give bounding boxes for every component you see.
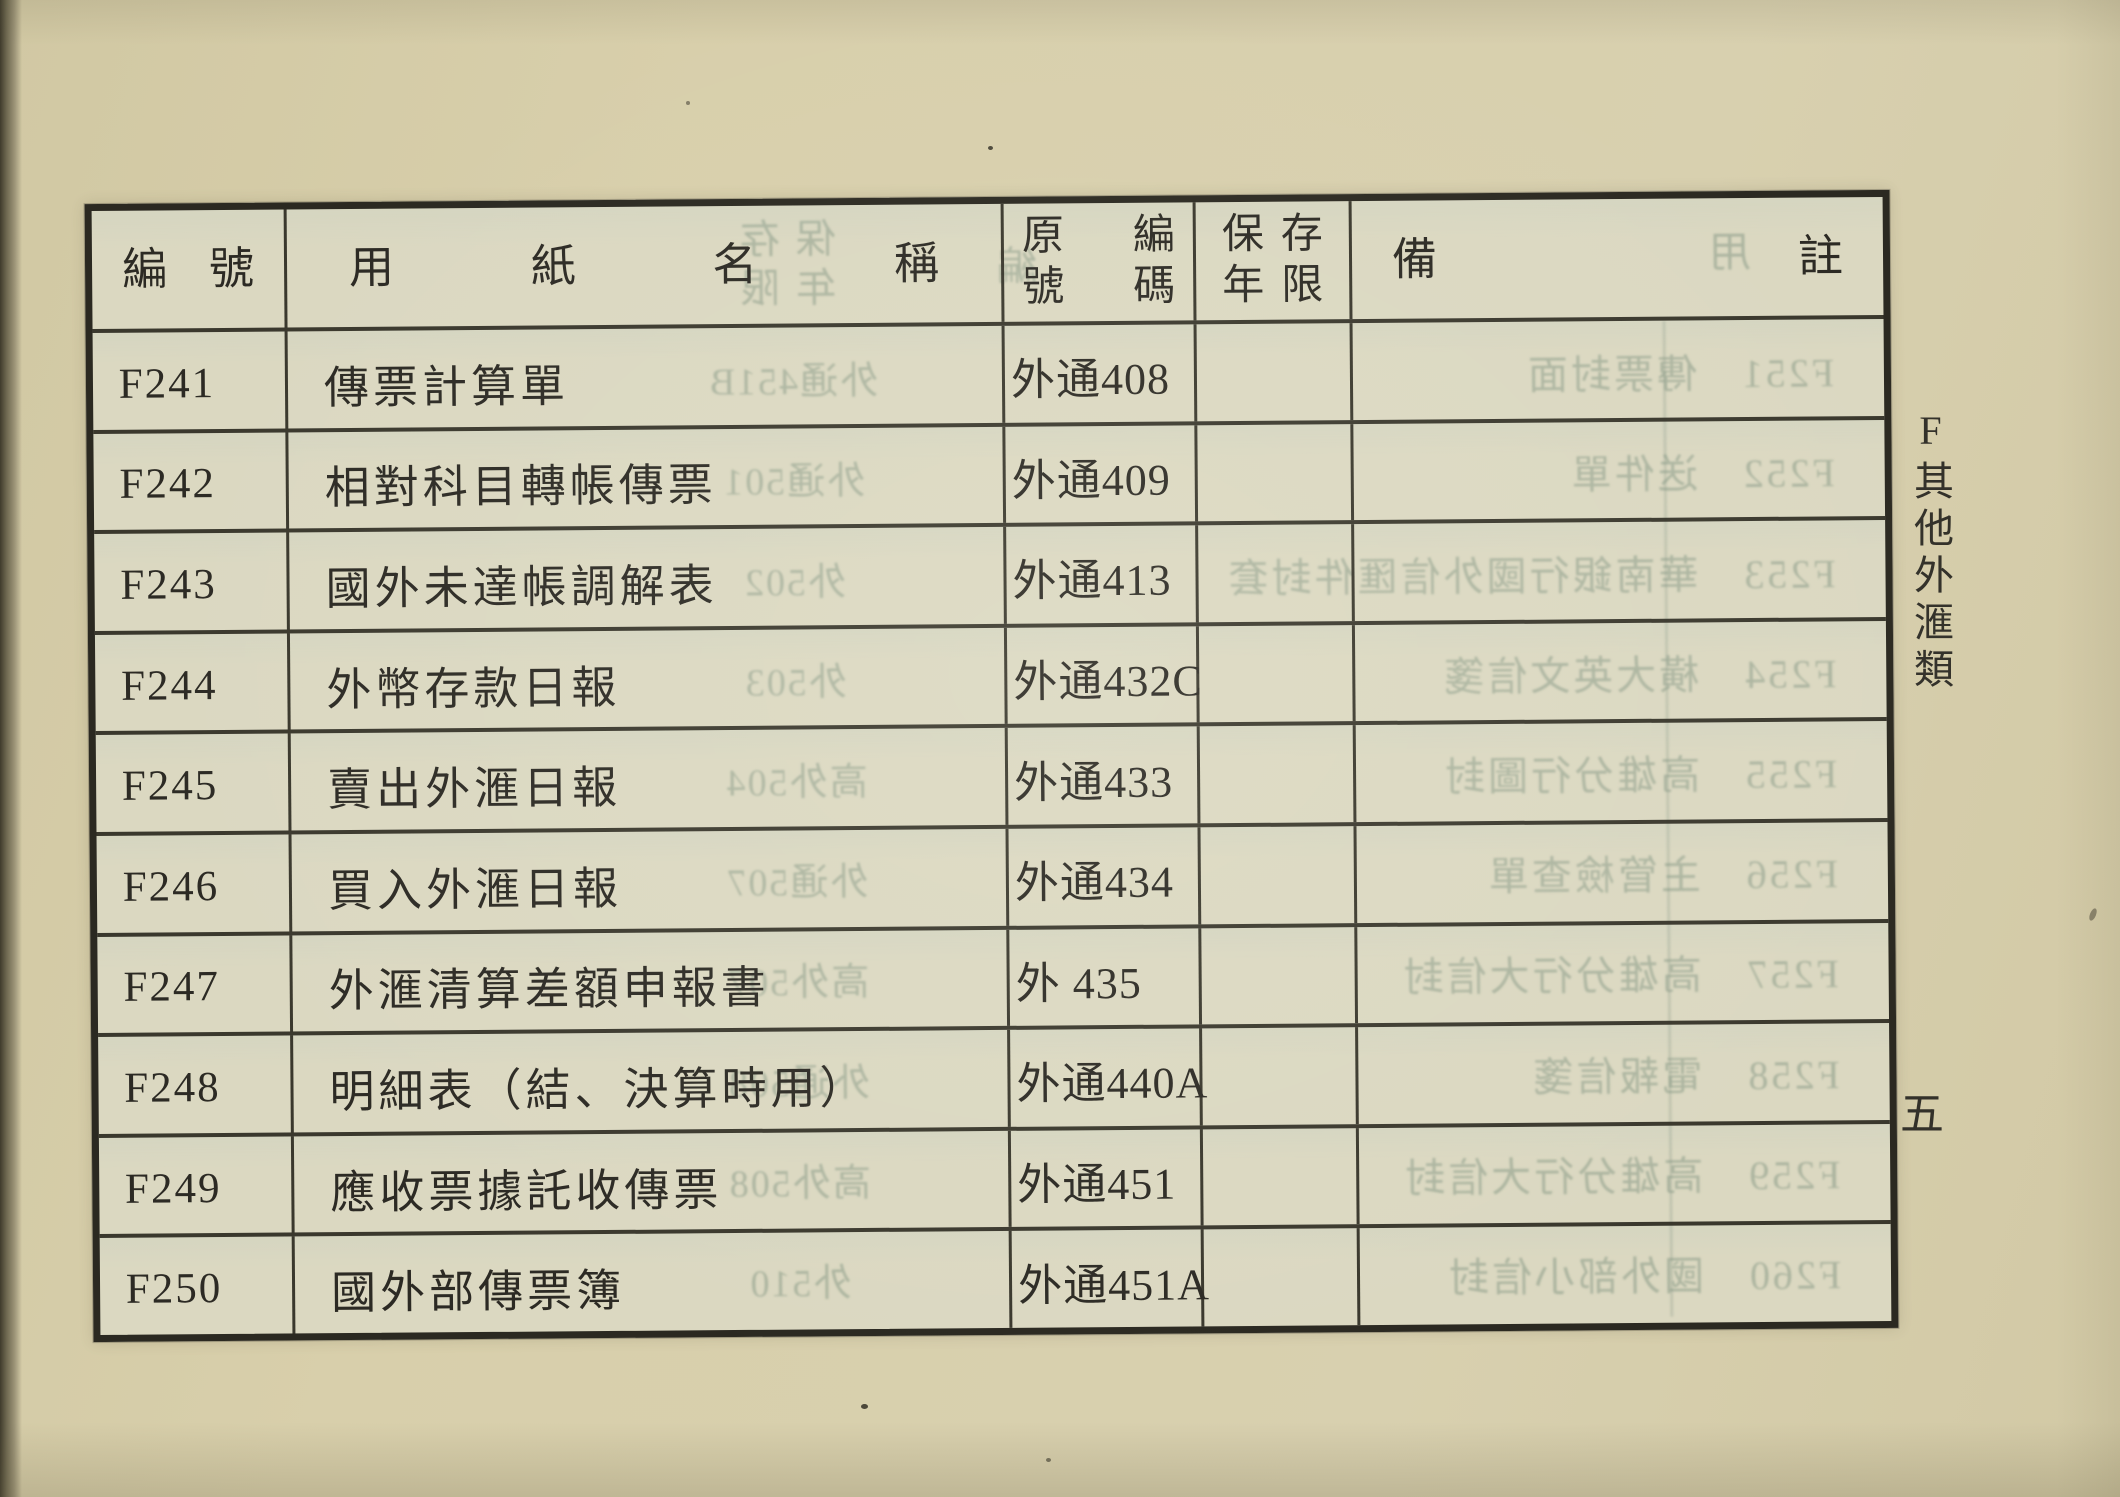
form-retention xyxy=(1198,624,1356,723)
form-code: F248 xyxy=(98,1035,294,1134)
header-cell-name: 用紙名稱 xyxy=(286,203,1005,328)
table-header-row: 編號 用紙名稱 原編 號碼 保存 年限 備註 xyxy=(91,196,1884,334)
form-name: 買入外滙日報 xyxy=(291,828,1010,932)
form-retention xyxy=(1200,826,1358,924)
form-code: F249 xyxy=(98,1136,295,1235)
form-orig-code: 外 435 xyxy=(1009,927,1203,1027)
form-retention xyxy=(1202,1027,1359,1126)
form-remarks xyxy=(1353,319,1885,420)
table-row: F250 國外部傳票簿 外通451A xyxy=(99,1224,1892,1335)
form-retention xyxy=(1199,725,1357,824)
header-orig-code-label: 原編 號碼 xyxy=(1004,212,1194,312)
header-name-label: 用紙名稱 xyxy=(348,237,940,293)
form-code: F247 xyxy=(97,935,294,1034)
form-retention xyxy=(1197,423,1355,522)
table-row: F242 相對科目轉帳傳票 外通409 xyxy=(93,419,1886,535)
form-remarks xyxy=(1358,1023,1890,1124)
form-code: F241 xyxy=(92,331,289,430)
form-code: F246 xyxy=(96,834,293,933)
form-name: 國外部傳票簿 xyxy=(294,1231,1013,1334)
table-row: F244 外幣存款日報 外通432C xyxy=(94,620,1887,736)
paper-speckle xyxy=(861,1404,868,1409)
form-code: F250 xyxy=(99,1236,296,1335)
header-cell-orig-code: 原編 號碼 xyxy=(1003,202,1197,322)
form-name: 應收票據託收傳票 xyxy=(293,1130,1012,1233)
form-name: 賣出外滙日報 xyxy=(290,728,1009,831)
form-code: F243 xyxy=(94,532,290,631)
form-remarks xyxy=(1353,420,1885,521)
form-orig-code: 外通409 xyxy=(1005,424,1199,524)
form-remarks xyxy=(1356,721,1888,822)
form-remarks xyxy=(1354,520,1886,621)
form-code: F242 xyxy=(93,432,290,531)
header-orig-code-line2: 號碼 xyxy=(1022,263,1176,311)
header-orig-code-line1: 原編 xyxy=(1021,212,1176,260)
header-code-label: 編號 xyxy=(121,243,255,295)
paper-speckle xyxy=(2087,907,2099,922)
table-row: F249 應收票據託收傳票 外通451 xyxy=(98,1123,1891,1239)
header-remarks-label: 備註 xyxy=(1391,230,1844,285)
paper-speckle xyxy=(988,146,993,150)
header-cell-remarks: 備註 xyxy=(1352,197,1884,319)
form-orig-code: 外通451A xyxy=(1011,1229,1210,1328)
table-row: F243 國外未達帳調解表 外通413 xyxy=(94,520,1886,635)
table-row: F246 買入外滙日報 外通434 xyxy=(96,821,1889,937)
header-retention-line1: 保存 xyxy=(1221,211,1324,259)
form-remarks xyxy=(1360,1224,1892,1325)
form-orig-code: 外通451 xyxy=(1010,1129,1204,1228)
form-retention xyxy=(1198,524,1355,623)
header-cell-retention: 保存 年限 xyxy=(1195,201,1353,321)
form-name: 外幣存款日報 xyxy=(289,627,1008,730)
form-orig-code: 外通440A xyxy=(1010,1028,1208,1127)
header-cell-code: 編號 xyxy=(91,209,288,330)
header-retention-line2: 年限 xyxy=(1222,262,1324,310)
paper-speckle xyxy=(686,101,690,105)
form-orig-code: 外通413 xyxy=(1006,525,1199,624)
form-retention xyxy=(1196,323,1354,421)
page-number: 五 xyxy=(1900,1090,1944,1139)
form-name: 明細表（結、決算時用） xyxy=(293,1030,1011,1133)
form-code: F244 xyxy=(94,633,291,732)
form-name: 外滙清算差額申報書 xyxy=(292,929,1011,1032)
form-orig-code: 外通434 xyxy=(1008,827,1202,926)
page-left-edge-shadow xyxy=(0,0,22,1497)
form-orig-code: 外通408 xyxy=(1004,324,1198,423)
header-retention-label: 保存 年限 xyxy=(1196,211,1350,310)
table-grid: 編號 用紙名稱 原編 號碼 保存 年限 備註 F241 xyxy=(91,196,1892,1335)
table-row: F245 賣出外滙日報 外通433 xyxy=(95,721,1888,836)
form-name: 相對科目轉帳傳票 xyxy=(288,426,1007,529)
form-retention xyxy=(1202,1127,1360,1226)
form-remarks xyxy=(1355,621,1887,722)
table-row: F241 傳票計算單 外通408 xyxy=(92,318,1885,434)
form-retention xyxy=(1201,926,1359,1025)
category-side-label: F其他外滙類 xyxy=(1908,408,1953,695)
form-orig-code: 外通433 xyxy=(1007,726,1201,825)
table-row: F247 外滙清算差額申報書 外 435 xyxy=(97,922,1890,1038)
form-remarks xyxy=(1359,1124,1891,1225)
table-row: F248 明細表（結、決算時用） 外通440A xyxy=(98,1023,1890,1138)
paper-speckle xyxy=(1046,1458,1051,1462)
form-remarks xyxy=(1357,923,1889,1024)
form-name: 國外未達帳調解表 xyxy=(289,527,1007,630)
form-remarks xyxy=(1356,822,1888,923)
form-name: 傳票計算單 xyxy=(287,325,1006,429)
form-retention xyxy=(1203,1228,1361,1327)
form-code: F245 xyxy=(95,733,292,833)
form-orig-code: 外通432C xyxy=(1006,626,1203,725)
